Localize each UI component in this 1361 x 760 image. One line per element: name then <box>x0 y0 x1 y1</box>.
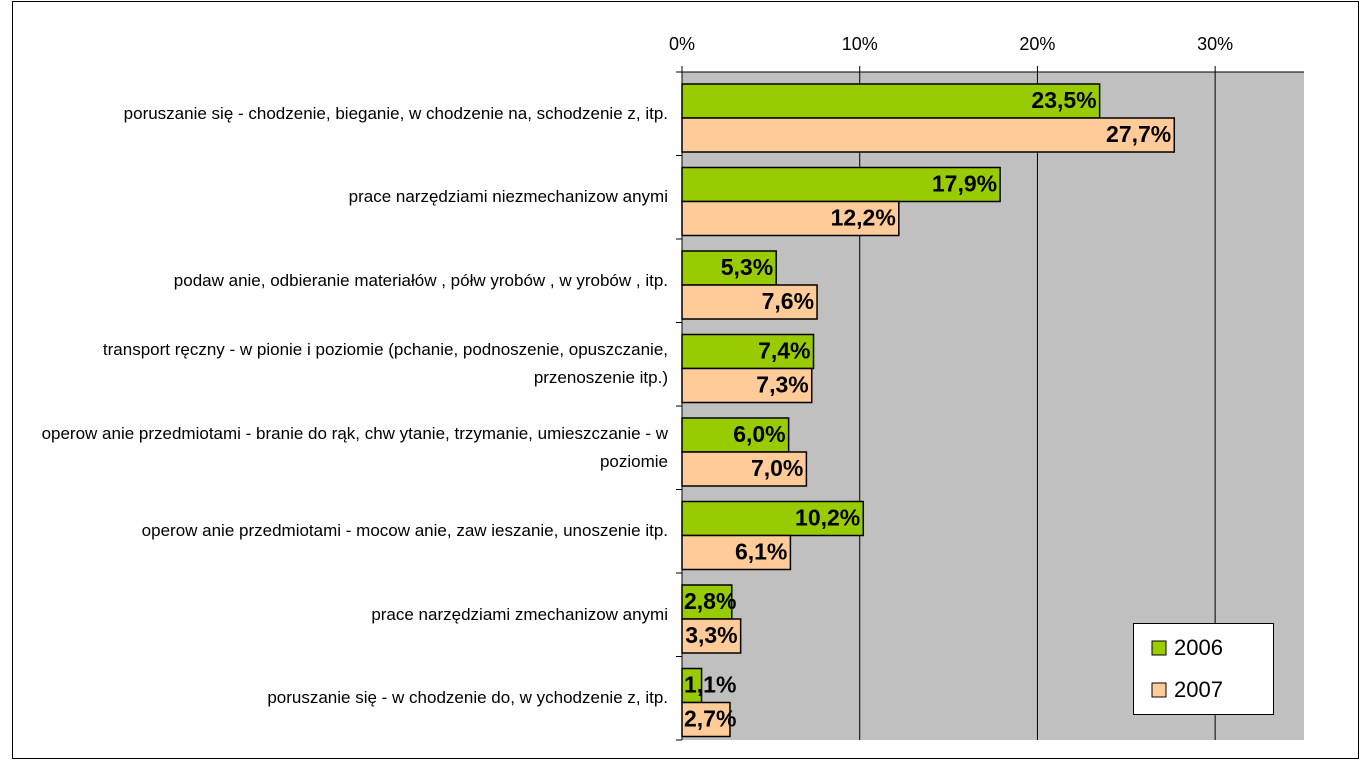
bar <box>681 417 790 453</box>
y-tick-label: poruszanie się - chodzenie, bieganie, w … <box>123 103 668 123</box>
bar <box>681 333 815 370</box>
bar <box>681 250 777 286</box>
data-label: 6,1% <box>735 539 787 565</box>
bar <box>681 117 1176 153</box>
y-tick-label: podaw anie, odbieranie materiałów , półw… <box>173 270 668 290</box>
legend-swatch <box>1151 640 1167 656</box>
x-tick-label: 0% <box>669 34 695 54</box>
bar <box>681 200 900 237</box>
legend-label: 2006 <box>1174 635 1223 660</box>
data-label: 7,4% <box>758 338 810 364</box>
x-tick-label: 30% <box>1197 34 1233 54</box>
bar <box>681 701 731 738</box>
data-label: 7,0% <box>751 455 803 481</box>
data-label: 2,8% <box>684 588 736 614</box>
data-label: 7,6% <box>762 288 814 314</box>
data-label: 12,2% <box>831 205 896 231</box>
bar <box>681 367 813 404</box>
bar <box>681 584 733 620</box>
legend-swatch <box>1151 682 1167 698</box>
y-tick-label: prace narzędziami zmechanizow anymi <box>371 604 668 624</box>
legend-box <box>1133 623 1274 715</box>
data-label: 1,1% <box>684 672 736 698</box>
y-tick-label: prace narzędziami niezmechanizow anymi <box>348 187 668 207</box>
bar <box>681 83 1101 119</box>
data-label: 23,5% <box>1031 87 1096 113</box>
y-tick-label: poruszanie się - w chodzenie do, w ychod… <box>267 688 668 708</box>
bar <box>681 534 792 571</box>
data-label: 10,2% <box>795 505 860 531</box>
data-label: 2,7% <box>684 706 736 732</box>
bar <box>681 500 865 537</box>
bar <box>681 166 1001 203</box>
bar <box>681 284 818 320</box>
bar <box>681 618 742 654</box>
legend-label: 2007 <box>1174 677 1223 702</box>
y-tick-label: operow anie przedmiotami - branie do rąk… <box>41 423 668 471</box>
x-tick-label: 10% <box>842 34 878 54</box>
data-label: 27,7% <box>1106 121 1171 147</box>
bar <box>681 451 808 487</box>
data-label: 7,3% <box>756 372 808 398</box>
data-label: 5,3% <box>721 254 773 280</box>
y-tick-label: transport ręczny - w pionie i poziomie (… <box>102 340 668 388</box>
legend: 2006 2007 <box>1133 623 1274 715</box>
data-label: 6,0% <box>733 421 785 447</box>
data-label: 17,9% <box>932 171 997 197</box>
y-tick-label: operow anie przedmiotami - mocow anie, z… <box>141 521 668 541</box>
data-label: 3,3% <box>685 622 737 648</box>
x-tick-label: 20% <box>1019 34 1055 54</box>
